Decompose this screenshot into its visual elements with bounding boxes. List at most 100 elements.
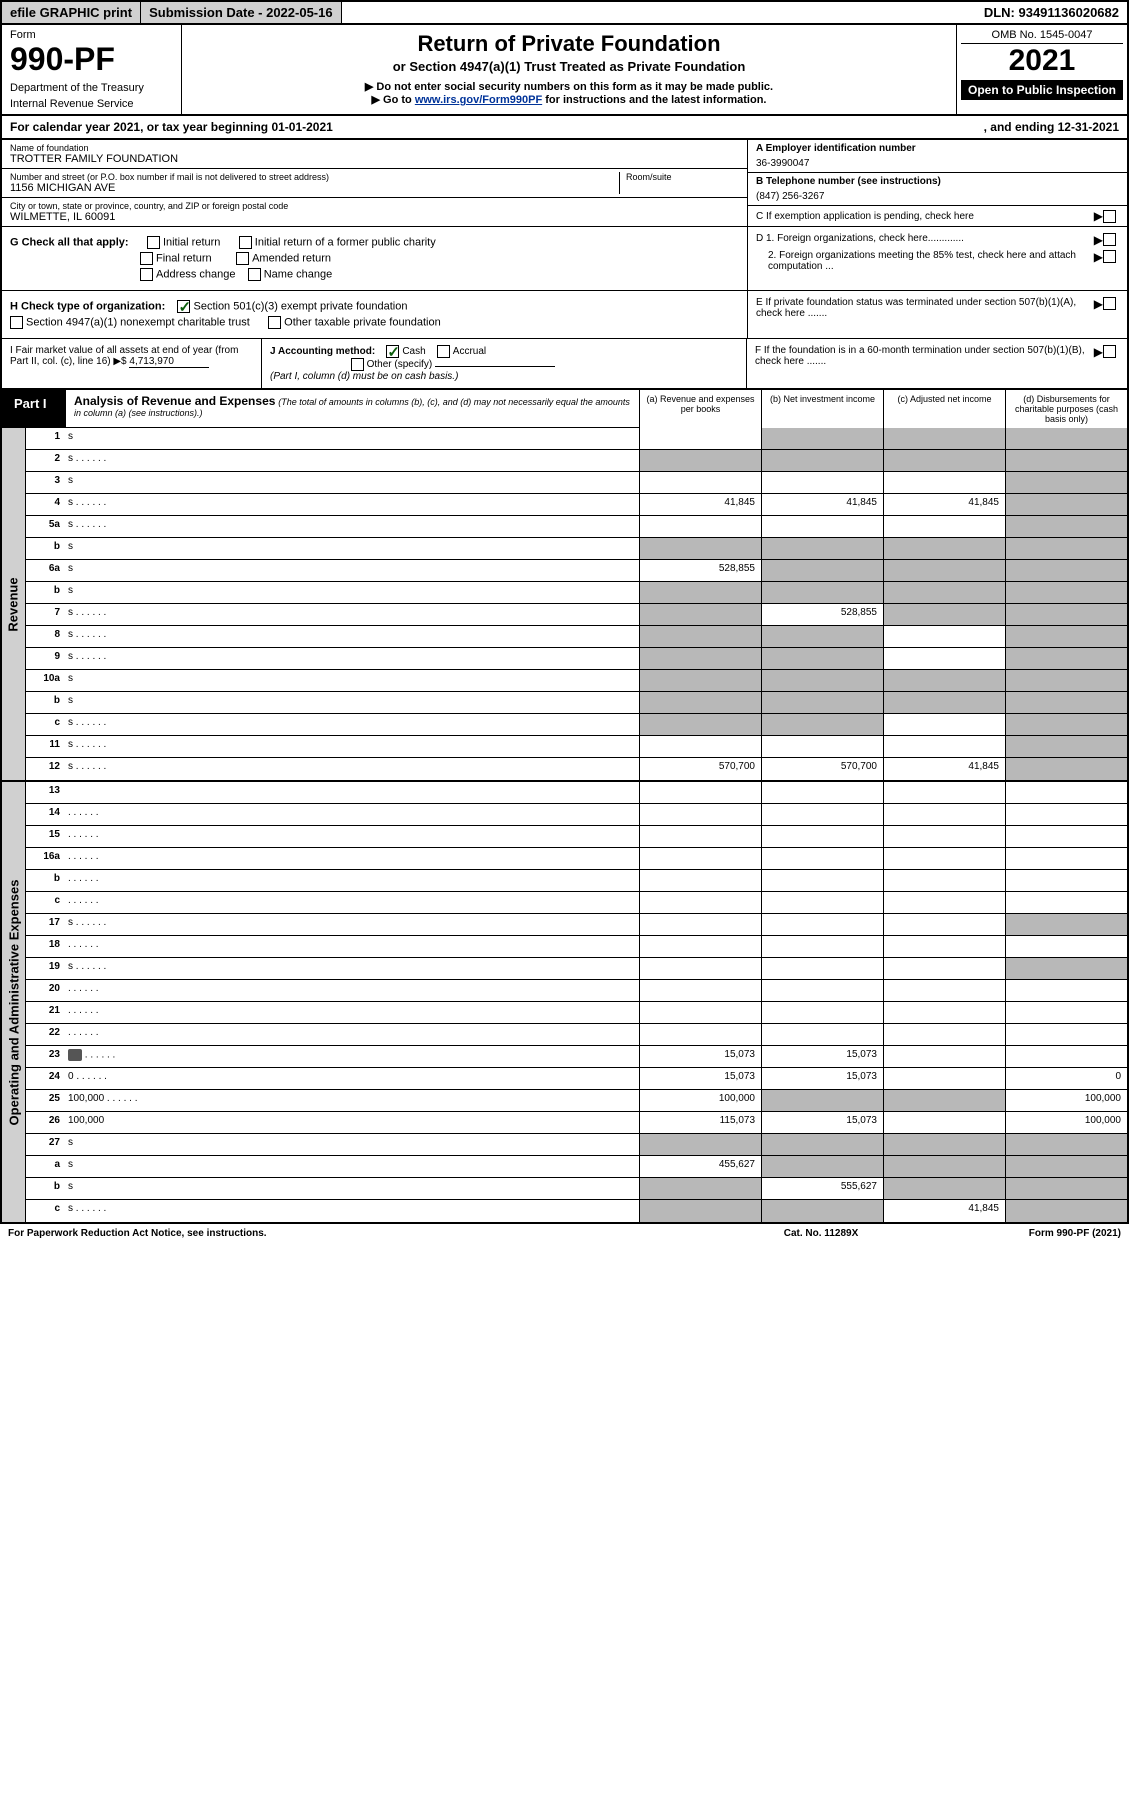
tel-label: B Telephone number (see instructions) [756,176,1119,187]
part1-label: Part I [2,390,66,428]
d1-checkbox[interactable] [1103,233,1116,246]
cell-value [639,826,761,847]
f-label: F If the foundation is in a 60-month ter… [755,345,1094,367]
city-label: City or town, state or province, country… [10,201,739,211]
table-row: cs . . . . . . [26,714,1127,736]
accrual-checkbox[interactable] [437,345,450,358]
cell-value [1005,870,1127,891]
line-description: s [64,692,639,713]
h1-checkbox[interactable] [177,300,190,313]
line-description: 100,000 [64,1112,639,1133]
cell-value [883,892,1005,913]
j-label: J Accounting method: [270,346,375,357]
table-row: 9s . . . . . . [26,648,1127,670]
cal-year-begin: For calendar year 2021, or tax year begi… [10,120,984,134]
cell-shaded [1005,692,1127,713]
cell-shaded [761,450,883,471]
h3-checkbox[interactable] [268,316,281,329]
cell-value: 528,855 [639,560,761,581]
c-checkbox[interactable] [1103,210,1116,223]
table-row: 18 . . . . . . [26,936,1127,958]
line-description: . . . . . . [64,1002,639,1023]
f-checkbox[interactable] [1103,345,1116,358]
table-row: 17s . . . . . . [26,914,1127,936]
cell-shaded [639,450,761,471]
table-row: 19s . . . . . . [26,958,1127,980]
table-row: 12s . . . . . .570,700570,70041,845 [26,758,1127,780]
line-description: s . . . . . . [64,714,639,735]
cell-value: 455,627 [639,1156,761,1177]
attachment-icon[interactable] [68,1049,82,1061]
cell-shaded [883,670,1005,691]
cell-value [761,804,883,825]
cell-value: 528,855 [761,604,883,625]
address-label: Number and street (or P.O. box number if… [10,172,619,182]
cell-value [761,914,883,935]
name-change-checkbox[interactable] [248,268,261,281]
line-description: . . . . . . [64,936,639,957]
line-number: 2 [26,450,64,471]
cell-shaded [883,560,1005,581]
d2-checkbox[interactable] [1103,250,1116,263]
line-number: 10a [26,670,64,691]
cell-shaded [1005,648,1127,669]
cell-shaded [1005,626,1127,647]
dept-irs: Internal Revenue Service [10,98,173,110]
line-number: 16a [26,848,64,869]
line-number: 4 [26,494,64,515]
line-number: 23 [26,1046,64,1067]
irs-link[interactable]: www.irs.gov/Form990PF [415,94,542,106]
cell-shaded [1005,958,1127,979]
cell-shaded [639,1178,761,1199]
line-description: s [64,1134,639,1155]
part1-title: Analysis of Revenue and Expenses [74,394,275,408]
table-row: 3s [26,472,1127,494]
efile-label[interactable]: efile GRAPHIC print [2,2,141,23]
line-number: 20 [26,980,64,1001]
line-description: s . . . . . . [64,758,639,780]
line-description: s . . . . . . [64,648,639,669]
tax-year: 2021 [961,44,1123,78]
col-b-header: (b) Net investment income [761,390,883,428]
cell-shaded [761,560,883,581]
final-return-checkbox[interactable] [140,252,153,265]
cell-value [883,648,1005,669]
cell-value: 0 [1005,1068,1127,1089]
cell-value [761,1024,883,1045]
cell-value [761,980,883,1001]
cell-shaded [1005,1156,1127,1177]
line-description: . . . . . . [64,1024,639,1045]
cash-checkbox[interactable] [386,345,399,358]
cell-shaded [761,428,883,449]
table-row: 2s . . . . . . [26,450,1127,472]
cell-shaded [883,538,1005,559]
cell-shaded [639,538,761,559]
cell-value [639,472,761,493]
cell-value [883,936,1005,957]
line-number: 14 [26,804,64,825]
line-description: s [64,670,639,691]
col-c-header: (c) Adjusted net income [883,390,1005,428]
table-row: 20 . . . . . . [26,980,1127,1002]
foundation-name: TROTTER FAMILY FOUNDATION [10,153,739,165]
address-change-checkbox[interactable] [140,268,153,281]
cell-value: 100,000 [1005,1112,1127,1133]
h2-checkbox[interactable] [10,316,23,329]
other-method-checkbox[interactable] [351,358,364,371]
cell-value: 41,845 [883,494,1005,515]
initial-former-checkbox[interactable] [239,236,252,249]
line-number: 9 [26,648,64,669]
initial-return-checkbox[interactable] [147,236,160,249]
name-label: Name of foundation [10,143,739,153]
line-number: 19 [26,958,64,979]
part1-table: Revenue 1s2s . . . . . .3s4s . . . . . .… [0,428,1129,1224]
check-section-g: G Check all that apply: Initial return I… [0,227,1129,291]
line-description: s . . . . . . [64,516,639,537]
cell-value [883,826,1005,847]
cell-value [639,428,761,449]
d1-label: D 1. Foreign organizations, check here..… [756,233,1094,247]
amended-return-checkbox[interactable] [236,252,249,265]
table-row: 15 . . . . . . [26,826,1127,848]
e-checkbox[interactable] [1103,297,1116,310]
line-number: 27 [26,1134,64,1155]
